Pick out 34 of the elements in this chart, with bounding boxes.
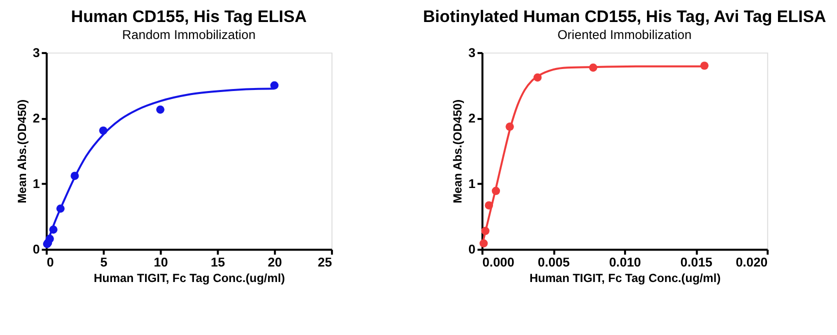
chart-title: Biotinylated Human CD155, His Tag, Avi Tag ELISA [422, 7, 826, 26]
y-tick-label: 3 [468, 44, 476, 60]
y-tick-label: 1 [468, 176, 476, 192]
y-tick-label: 2 [468, 110, 476, 126]
x-tick-label: 15 [210, 254, 225, 270]
x-tick-label: 0 [46, 254, 54, 270]
x-tick-label: 25 [318, 254, 332, 270]
x-tick-label: 0.020 [736, 254, 768, 270]
point [46, 234, 54, 243]
x-axis-title: Human TIGIT, Fc Tag Conc.(ug/ml) [529, 271, 721, 286]
point [70, 172, 79, 180]
y-tick-label: 3 [32, 44, 40, 60]
point [99, 126, 108, 135]
chart-subtitle: Oriented Immobilization [558, 26, 692, 42]
x-tick-label: 10 [154, 254, 168, 270]
y-tick-label: 0 [32, 242, 40, 257]
chart-subtitle: Random Immobilization [122, 26, 256, 42]
y-tick-label: 2 [32, 110, 40, 126]
x-tick-label: 0.015 [680, 254, 712, 270]
point [156, 106, 164, 114]
y-tick-label: 0 [468, 242, 476, 257]
x-tick-label: 0.000 [482, 254, 514, 270]
point [56, 204, 65, 213]
point [49, 225, 58, 234]
chart-title: Human CD155, His Tag ELISA [71, 7, 307, 26]
x-axis-title: Human TIGIT, Fc Tag Conc.(ug/ml) [94, 271, 285, 286]
y-axis-title: Mean Abs.(OD450) [14, 99, 29, 204]
x-tick-label: 5 [100, 254, 108, 270]
point [270, 81, 279, 90]
y-tick-label: 1 [32, 176, 40, 192]
x-tick-label: 20 [268, 254, 282, 270]
x-tick-label: 0.005 [538, 254, 570, 270]
y-axis-title: Mean Abs.(OD450) [450, 99, 465, 204]
x-tick-label: 0.010 [609, 254, 642, 270]
